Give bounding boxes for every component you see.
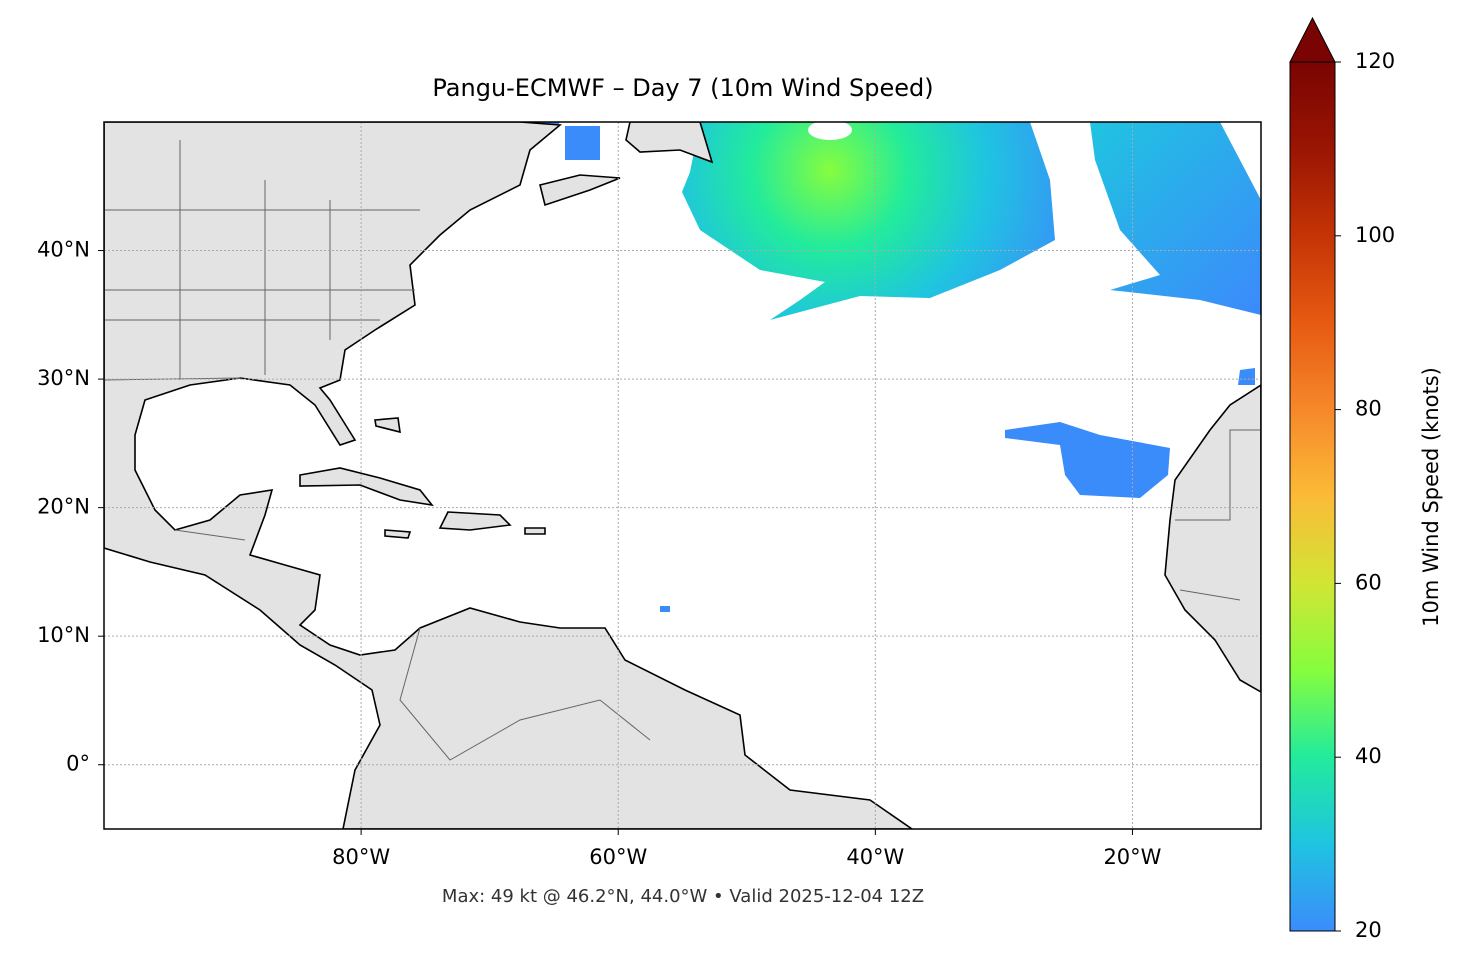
wind-field <box>1090 122 1261 315</box>
colorbar-tick-label: 60 <box>1355 570 1382 594</box>
colorbar-label: 10m Wind Speed (knots) <box>1419 367 1443 627</box>
map <box>104 122 1261 829</box>
grid <box>104 122 1261 829</box>
x-tick-label: 80°W <box>332 845 390 869</box>
colorbar-tick-label: 120 <box>1355 49 1395 73</box>
wind-field <box>682 122 1055 320</box>
colorbar-extend <box>1289 16 1336 63</box>
y-tick-label: 30°N <box>37 366 90 390</box>
map-frame <box>103 121 1262 830</box>
y-tick-label: 20°N <box>37 495 90 519</box>
y-tick-label: 0° <box>66 752 90 776</box>
colorbar-tick-label: 80 <box>1355 397 1382 421</box>
land <box>539 174 621 207</box>
colorbar-tick-label: 40 <box>1355 744 1382 768</box>
x-tick-label: 40°W <box>846 845 904 869</box>
colorbar <box>1289 61 1336 932</box>
x-tick-label: 60°W <box>589 845 647 869</box>
x-tick-label: 20°W <box>1103 845 1161 869</box>
footer-note: Max: 49 kt @ 46.2°N, 44.0°W • Valid 2025… <box>442 886 924 907</box>
y-tick-label: 40°N <box>37 238 90 262</box>
colorbar-tick-label: 20 <box>1355 918 1382 942</box>
wind-field <box>1005 422 1170 498</box>
land <box>1164 384 1261 693</box>
wind-gap <box>808 122 852 140</box>
land <box>104 122 914 829</box>
land <box>299 417 546 539</box>
chart-title: Pangu-ECMWF – Day 7 (10m Wind Speed) <box>432 74 933 102</box>
colorbar-tick-label: 100 <box>1355 223 1395 247</box>
y-tick-label: 10°N <box>37 623 90 647</box>
land <box>625 122 714 164</box>
